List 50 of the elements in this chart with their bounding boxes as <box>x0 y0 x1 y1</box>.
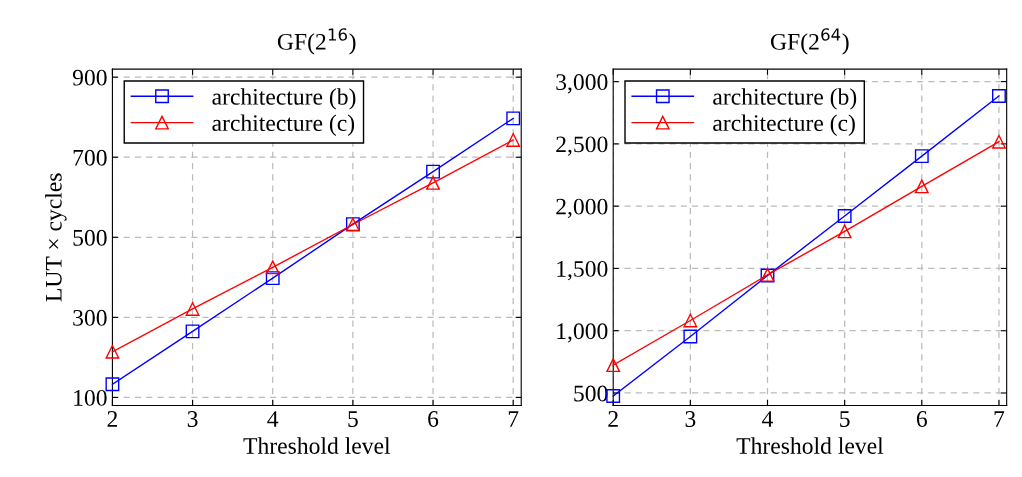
point <box>185 302 200 316</box>
y-axis-title: LUT × cycles <box>45 173 67 302</box>
y-tick-label: 900 <box>72 69 107 86</box>
x-axis-title: Threshold level <box>736 437 884 454</box>
x-axis-title: Threshold level <box>243 437 391 454</box>
x-tick-label: 5 <box>840 411 850 427</box>
chart-title: GF(2$^{64}$) <box>771 28 849 55</box>
point <box>683 329 698 344</box>
point <box>992 134 1006 149</box>
point <box>185 324 200 339</box>
x-tick-label: 4 <box>762 411 774 427</box>
point <box>506 133 521 147</box>
x-tick-label: 5 <box>348 411 358 427</box>
point <box>683 313 698 328</box>
chart-title: GF(2$^{16}$) <box>277 28 356 55</box>
y-tick-label: 100 <box>74 389 107 406</box>
y-tick-label: 500 <box>73 229 107 246</box>
point <box>506 111 521 126</box>
point <box>265 260 280 275</box>
point <box>105 377 120 392</box>
point <box>105 344 120 359</box>
point <box>426 164 440 179</box>
x-tick-label: 7 <box>508 411 519 427</box>
y-tick-label: 1,000 <box>557 323 608 343</box>
x-tick-label: 2 <box>107 411 118 427</box>
point <box>914 179 929 194</box>
y-tick-label: 2,000 <box>556 198 608 218</box>
x-tick-label: 3 <box>187 411 198 427</box>
y-tick-label: 3,000 <box>556 74 608 94</box>
legend-label: architecture (b) <box>713 88 857 110</box>
legend-label: architecture (b) <box>212 88 356 110</box>
x-tick-label: 6 <box>916 411 927 427</box>
y-tick-label: 2,500 <box>556 136 608 156</box>
x-tick-label: 2 <box>608 411 618 427</box>
point <box>837 224 852 239</box>
point <box>837 209 852 223</box>
point <box>992 88 1006 103</box>
x-tick-label: 4 <box>267 411 279 427</box>
point <box>426 175 440 190</box>
y-tick-label: 700 <box>73 149 107 166</box>
x-tick-label: 7 <box>994 411 1005 427</box>
point <box>606 358 621 373</box>
x-tick-label: 3 <box>685 411 696 427</box>
legend-label: architecture (c) <box>212 114 355 136</box>
legend-label: architecture (c) <box>713 114 855 136</box>
point <box>914 149 929 164</box>
y-tick-label: 300 <box>73 309 107 326</box>
x-tick-label: 6 <box>428 411 439 427</box>
point <box>265 271 280 286</box>
y-tick-label: 1,500 <box>557 260 608 281</box>
